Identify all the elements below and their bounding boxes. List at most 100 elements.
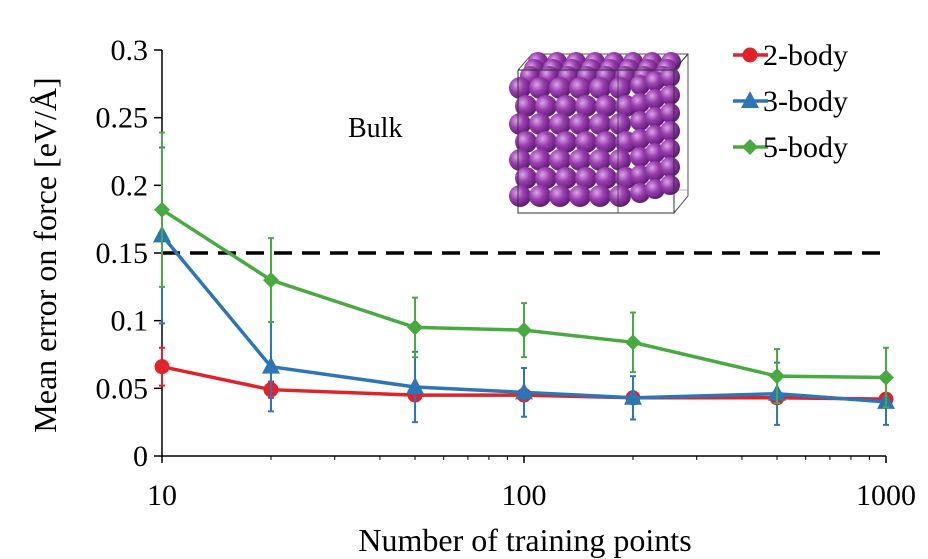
atom-sphere — [509, 149, 531, 171]
data-point — [624, 334, 641, 351]
y-tick-label: 0.3 — [111, 34, 149, 67]
atom-sphere — [535, 95, 557, 117]
atom-sphere — [660, 157, 680, 177]
atom-sphere — [575, 95, 597, 117]
y-tick-label: 0.15 — [96, 237, 149, 270]
atom-sphere — [645, 161, 665, 181]
atom-sphere — [509, 185, 531, 207]
y-tick-label: 0.05 — [96, 372, 149, 405]
atom-sphere — [630, 75, 650, 95]
atom-sphere — [645, 125, 665, 145]
series-layer — [153, 131, 895, 426]
atom-sphere — [549, 77, 571, 99]
atom-sphere — [589, 185, 611, 207]
atom-sphere — [660, 103, 680, 123]
atom-sphere — [660, 139, 680, 159]
atom-sphere — [609, 149, 631, 171]
data-point — [878, 369, 894, 386]
legend-marker — [742, 47, 758, 63]
data-point — [515, 382, 533, 400]
data-point — [516, 322, 532, 339]
x-tick-label: 1000 — [856, 479, 916, 512]
atom-sphere — [609, 77, 631, 99]
atom-cube-inset — [509, 52, 689, 214]
atom-sphere — [555, 131, 577, 153]
legend-label: 5-body — [763, 131, 848, 164]
atom-sphere — [549, 113, 571, 135]
atom-sphere — [569, 185, 591, 207]
atom-sphere — [645, 89, 665, 109]
atom-sphere — [609, 185, 631, 207]
data-point — [769, 368, 786, 385]
atom-sphere — [549, 149, 571, 171]
atom-sphere — [529, 149, 551, 171]
atom-sphere — [589, 149, 611, 171]
y-tick-label: 0 — [133, 440, 148, 473]
atom-sphere — [575, 131, 597, 153]
x-axis-title: Number of training points — [358, 522, 691, 558]
atom-sphere — [595, 95, 617, 117]
atom-sphere — [509, 113, 531, 135]
atom-sphere — [660, 175, 680, 195]
atom-sphere — [555, 167, 577, 189]
atom-sphere — [609, 113, 631, 135]
data-point — [154, 201, 170, 218]
atom-sphere — [589, 113, 611, 135]
atom-sphere — [569, 113, 591, 135]
atom-sphere — [555, 95, 577, 117]
legend-marker — [742, 139, 758, 155]
axes: 0 0.05 0.1 0.15 0.2 0.25 0.3 10 100 1000 — [96, 34, 917, 512]
atom-sphere — [569, 149, 591, 171]
atom-sphere — [645, 71, 665, 91]
legend-label: 3-body — [763, 85, 848, 118]
legend-item-5-body: 5-body — [733, 131, 848, 164]
y-tick-label: 0.25 — [96, 102, 149, 135]
atom-sphere — [595, 131, 617, 153]
atom-sphere — [529, 77, 551, 99]
atom-sphere — [660, 121, 680, 141]
legend-item-3-body: 3-body — [733, 85, 848, 118]
atom-sphere — [535, 131, 557, 153]
atom-sphere — [660, 67, 680, 87]
atom-sphere — [645, 107, 665, 127]
atom-sphere — [569, 77, 591, 99]
atom-sphere — [630, 183, 650, 203]
atom-sphere — [630, 111, 650, 131]
atom-sphere — [645, 179, 665, 199]
atom-sphere — [630, 147, 650, 167]
legend-label: 2-body — [763, 39, 848, 72]
legend-item-2-body: 2-body — [733, 39, 848, 72]
data-point — [407, 319, 424, 336]
x-tick-label: 10 — [147, 479, 177, 512]
data-point — [261, 356, 280, 374]
atom-sphere — [630, 165, 650, 185]
legend: 2-body 3-body 5-body — [733, 39, 848, 164]
atom-sphere — [515, 131, 537, 153]
atom-sphere — [630, 129, 650, 149]
atom-sphere — [529, 113, 551, 135]
data-point — [154, 359, 170, 375]
atom-sphere — [509, 77, 531, 99]
x-tick-label: 100 — [502, 479, 547, 512]
atom-sphere — [549, 185, 571, 207]
y-tick-label: 0.2 — [111, 169, 149, 202]
atom-sphere — [595, 167, 617, 189]
y-axis-title: Mean error on force [eV/Å] — [27, 77, 63, 432]
legend-marker — [741, 91, 759, 108]
data-point — [623, 387, 642, 405]
bulk-annotation: Bulk — [348, 113, 402, 144]
data-point — [262, 272, 279, 289]
atom-sphere — [645, 143, 665, 163]
data-point — [406, 376, 425, 394]
atom-sphere — [575, 167, 597, 189]
series-5-body — [154, 131, 894, 409]
atom-sphere — [515, 95, 537, 117]
atom-sphere — [535, 167, 557, 189]
atom-sphere — [589, 77, 611, 99]
y-tick-label: 0.1 — [111, 305, 149, 338]
box-frame-edge — [673, 53, 689, 71]
atom-sphere — [515, 167, 537, 189]
atom-sphere — [630, 93, 650, 113]
atom-sphere — [529, 185, 551, 207]
